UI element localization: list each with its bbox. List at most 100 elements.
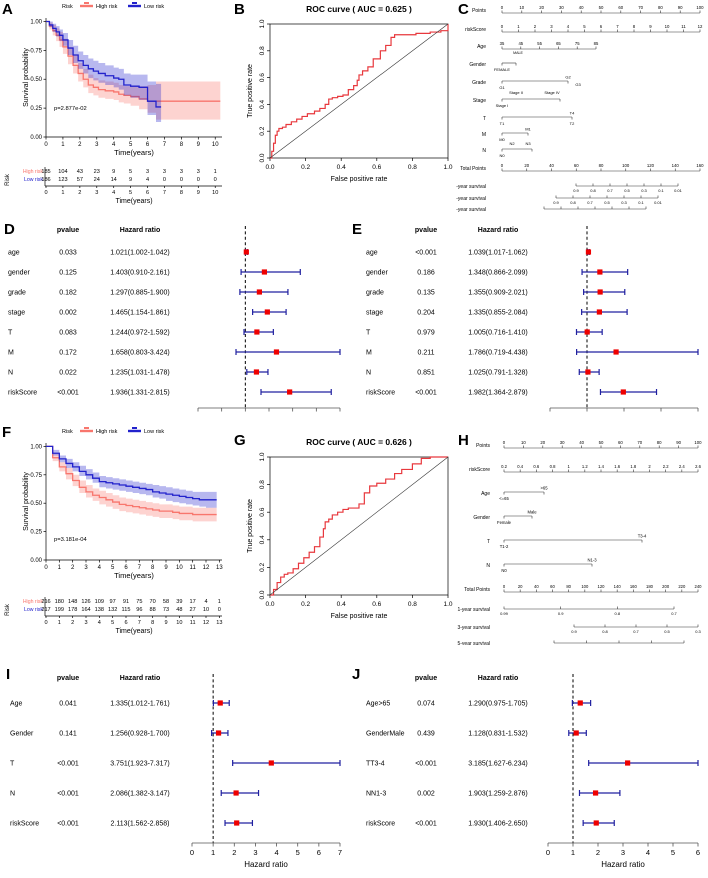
forest-row: N <0.001 2.086(1.382-3.147) xyxy=(10,790,260,798)
nomogram-tick-label: 12 xyxy=(698,24,703,29)
nomogram-survival-tick: 0.99 xyxy=(500,611,509,616)
risk-x-tick-label: 1 xyxy=(58,620,61,626)
risk-count-cell: 115 xyxy=(122,607,131,613)
risk-count-cell: 9 xyxy=(129,177,132,183)
row-variable-label: N xyxy=(366,370,371,377)
risk-count-cell: 14 xyxy=(111,177,117,183)
forest-x-tick-label: 6 xyxy=(696,848,700,857)
row-hazard-ratio-text: 1.936(1.331-2.815) xyxy=(110,390,170,397)
row-pvalue: 0.851 xyxy=(417,370,435,377)
nomogram-survival-tick: 0.3 xyxy=(621,200,627,205)
nomogram-tick-label: 90 xyxy=(678,5,683,10)
x-tick-label: 7 xyxy=(138,565,142,571)
row-variable-label: T xyxy=(10,761,15,768)
row-hazard-ratio-text: 1.235(1.031-1.478) xyxy=(110,370,170,377)
legend-title: Risk xyxy=(62,429,73,435)
nomogram-tick-label: 0.4 xyxy=(517,464,523,469)
risk-table-title: Risk xyxy=(5,603,11,616)
forest-x-tick-label: 1.5 xyxy=(264,413,274,415)
row-variable-label: grade xyxy=(366,290,384,297)
risk-x-tick-label: 2 xyxy=(78,190,81,196)
panel-h-nomogram: Points riskScore Age Gender T N Total Points 1-… xyxy=(457,440,702,645)
risk-count-cell: 185 xyxy=(41,169,50,175)
roc-y-axis-label: True positive rate xyxy=(247,499,254,553)
panel-b-label: B xyxy=(234,1,245,18)
panel-e: E pvalue Hazard ratio age <0.001 1.039(1.017… xyxy=(350,212,708,415)
nomogram-category-label: T1 xyxy=(500,121,505,126)
forest-x-tick-label: 0 xyxy=(546,848,550,857)
hr-point-marker xyxy=(577,700,583,706)
risk-count-cell: 0 xyxy=(163,177,166,183)
risk-count-cell: 58 xyxy=(163,599,169,605)
panel-e-forest-plot: pvalue Hazard ratio age <0.001 1.039(1.017-1… xyxy=(366,226,700,415)
nomogram-row-label: Age xyxy=(477,44,486,50)
risk-row-name: Low risk xyxy=(24,607,43,613)
nomogram-survival-tick: 0.01 xyxy=(642,211,651,212)
nomogram-row-label: N xyxy=(486,563,490,569)
nomogram-tick-label: 20 xyxy=(539,5,544,10)
panel-i-label: I xyxy=(6,666,11,683)
nomogram-tick-label: 40 xyxy=(534,584,539,589)
nomogram-category-label: N3 xyxy=(525,141,531,146)
nomogram-tick-label: 160 xyxy=(630,584,638,589)
row-pvalue: 0.182 xyxy=(59,290,77,297)
roc-y-tick-label: 0.6 xyxy=(259,507,266,516)
forest-x-tick-label: 6 xyxy=(317,848,321,857)
nomogram-tick-label: 1.8 xyxy=(630,464,636,469)
y-tick-label: 0.00 xyxy=(30,558,42,564)
risk-count-cell: 48 xyxy=(176,607,182,613)
col-header-hazard-ratio: Hazard ratio xyxy=(478,675,518,682)
row-variable-label: NN1-3 xyxy=(366,791,386,798)
panel-d-forest-plot: pvalue Hazard ratio age 0.033 1.021(1.002-1.… xyxy=(8,226,345,415)
row-hazard-ratio-text: 1.658(0.803-3.424) xyxy=(110,350,170,357)
row-variable-label: M xyxy=(8,350,14,357)
row-variable-label: N xyxy=(10,791,15,798)
forest-x-tick-label: 1.0 xyxy=(240,413,250,415)
hr-point-marker xyxy=(256,289,262,295)
col-header-pvalue: pvalue xyxy=(57,227,79,234)
forest-x-tick-label: 4 xyxy=(696,413,700,415)
forest-row: Gender 0.141 1.256(0.928-1.700) xyxy=(10,730,229,738)
hr-point-marker xyxy=(268,760,274,766)
x-tick-label: 1 xyxy=(61,142,65,148)
km-series-high xyxy=(46,445,217,522)
nomogram-tick-label: 75 xyxy=(575,41,580,46)
roc-axes: 0.0 0.2 0.4 0.6 0.8 1.0 0.0 0.2 0.4 0.6 0.8 1.0 xyxy=(259,19,453,171)
row-variable-label: riskScore xyxy=(10,821,39,828)
nomogram-row-label: 3-year survival xyxy=(457,625,490,631)
km-axes: 0.000.250.500.751.000 1 2 3 4 5 6 7 8 9 10 11 12 13 xyxy=(30,443,223,571)
row-pvalue: 0.211 xyxy=(418,350,435,357)
row-variable-label: gender xyxy=(366,270,388,277)
nomogram-tick-label: 2 xyxy=(534,24,537,29)
col-header-hazard-ratio: Hazard ratio xyxy=(120,675,160,682)
nomogram-tick-label: 200 xyxy=(662,584,670,589)
nomogram-tick-label: 2.2 xyxy=(663,464,669,469)
row-variable-label: GenderMale xyxy=(366,731,405,738)
roc-axes: 0.0 0.2 0.4 0.6 0.8 1.0 0.0 0.2 0.4 0.6 0.8 1.0 xyxy=(259,452,453,608)
y-tick-label: 0.75 xyxy=(30,48,42,54)
risk-x-tick-label: 7 xyxy=(163,190,166,196)
roc-diagonal xyxy=(269,456,449,596)
roc-x-tick-label: 0.6 xyxy=(372,164,381,171)
forest-x-tick-label: 3 xyxy=(253,848,257,857)
row-pvalue: 0.979 xyxy=(417,330,435,337)
nomogram-category-label: G2 xyxy=(565,75,571,80)
nomogram-survival-tick: 0.01 xyxy=(674,188,683,193)
x-axis-label: Time(years) xyxy=(114,148,154,157)
nomogram-category-label: >65 xyxy=(540,486,548,491)
nomogram-category-label: G1 xyxy=(499,85,505,90)
nomogram-tick-label: 1 xyxy=(517,24,520,29)
nomogram-tick-label: 140 xyxy=(614,584,622,589)
nomogram-row-label: riskScore xyxy=(465,27,486,33)
row-pvalue: 0.135 xyxy=(417,290,435,297)
nomogram-tick-label: 0 xyxy=(503,584,506,589)
risk-count-cell: 217 xyxy=(41,607,50,613)
row-variable-label: riskScore xyxy=(8,390,37,397)
nomogram-tick-label: 30 xyxy=(559,5,564,10)
risk-x-axis-label: Time(years) xyxy=(115,628,152,635)
hr-point-marker xyxy=(261,269,268,275)
x-tick-label: 11 xyxy=(190,565,197,571)
col-header-pvalue: pvalue xyxy=(415,675,437,682)
nomogram-tick-label: 4 xyxy=(567,24,570,29)
legend-label-high: High risk xyxy=(96,429,118,435)
